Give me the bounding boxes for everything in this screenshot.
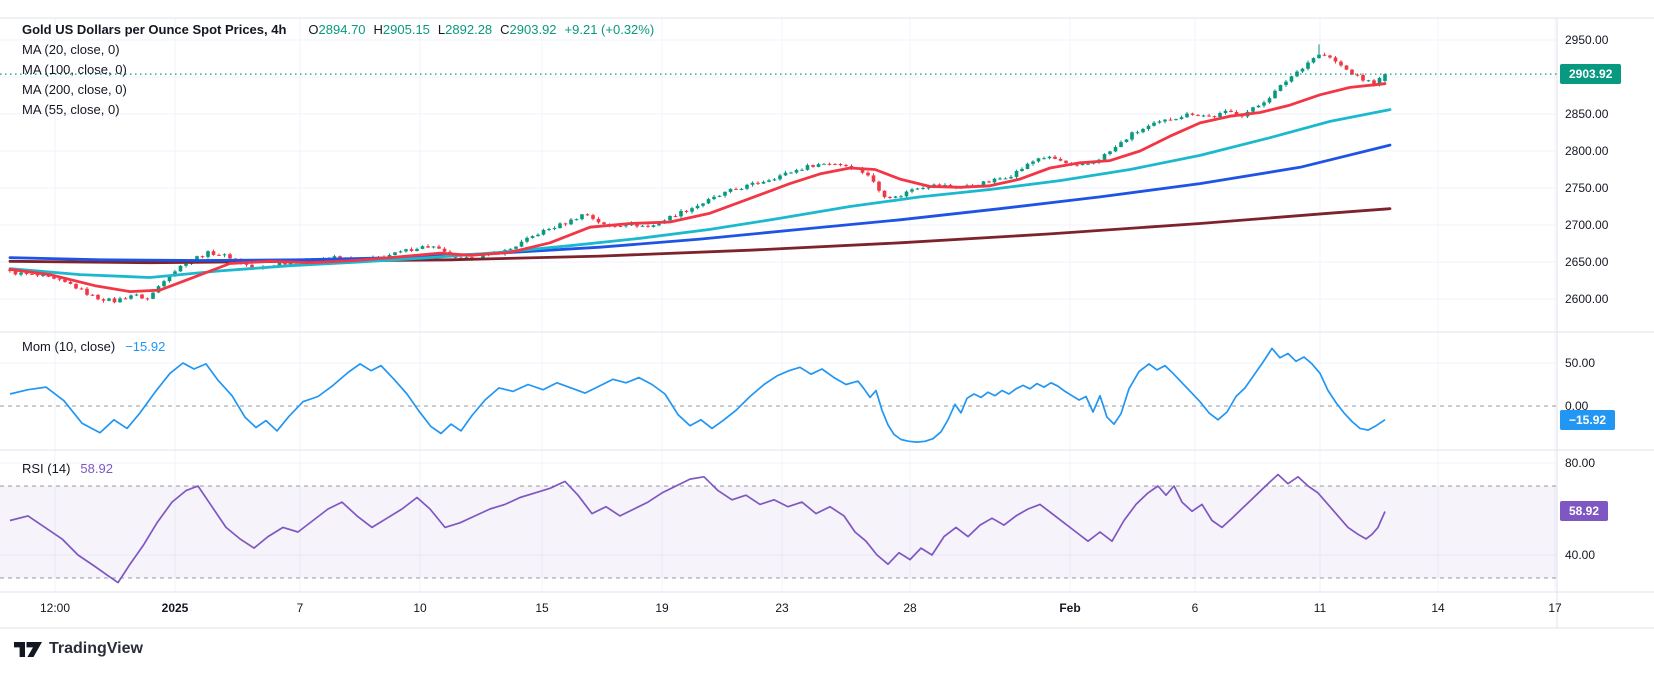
price-axis-label: 2600.00 bbox=[1565, 292, 1609, 306]
rsi-axis-label: 40.00 bbox=[1565, 548, 1596, 562]
momentum-value-badge: −15.92 bbox=[1560, 409, 1616, 430]
ma-20-legend[interactable]: MA (20, close, 0) bbox=[22, 42, 120, 57]
time-axis-label: 15 bbox=[535, 601, 549, 615]
price-axis-label: 2800.00 bbox=[1565, 144, 1609, 158]
price-axis-label: 2850.00 bbox=[1565, 107, 1609, 121]
change-value: +9.21 (+0.32%) bbox=[564, 22, 655, 37]
low-label: L bbox=[437, 22, 446, 37]
price-axis-label: 2950.00 bbox=[1565, 33, 1609, 47]
time-axis-label: 19 bbox=[655, 601, 669, 615]
rsi-label: RSI (14) bbox=[22, 461, 71, 476]
time-axis-label: 28 bbox=[903, 601, 917, 615]
close-value: 2903.92 bbox=[509, 22, 557, 37]
rsi-axis-label: 80.00 bbox=[1565, 456, 1596, 470]
low-value: 2892.28 bbox=[445, 22, 493, 37]
symbol-title[interactable]: Gold US Dollars per Ounce Spot Prices, 4… bbox=[22, 22, 287, 37]
momentum-axis-label: 50.00 bbox=[1565, 356, 1596, 370]
ma-100-legend[interactable]: MA (100, close, 0) bbox=[22, 62, 127, 77]
high-label: H bbox=[373, 22, 383, 37]
tradingview-logo-text: TradingView bbox=[49, 640, 143, 657]
ohlc-values: O2894.70 H2905.15 L2892.28 C2903.92 +9.21 (+… bbox=[300, 22, 654, 37]
time-axis-label: 23 bbox=[775, 601, 789, 615]
time-axis-label: Feb bbox=[1059, 601, 1081, 615]
tradingview-logo[interactable]: TradingView bbox=[14, 640, 143, 658]
momentum-label: Mom (10, close) bbox=[22, 339, 116, 354]
open-label: O bbox=[308, 22, 319, 37]
ma-55-legend[interactable]: MA (55, close, 0) bbox=[22, 102, 120, 117]
rsi-line[interactable] bbox=[9, 473, 1386, 584]
momentum-axis-label: 0.00 bbox=[1565, 399, 1589, 413]
momentum-legend[interactable]: Mom (10, close) −15.92 bbox=[22, 338, 165, 356]
tradingview-logo-icon bbox=[14, 641, 42, 657]
high-value: 2905.15 bbox=[382, 22, 430, 37]
time-axis-label: 7 bbox=[296, 601, 304, 615]
ma-55-line[interactable] bbox=[8, 108, 1392, 279]
price-axis-label: 2700.00 bbox=[1565, 218, 1609, 232]
ma-20-line[interactable] bbox=[8, 82, 1387, 293]
ma-100-line[interactable] bbox=[8, 143, 1392, 262]
momentum-line[interactable] bbox=[9, 347, 1386, 443]
time-axis-label: 2025 bbox=[161, 601, 189, 615]
rsi-value-badge: 58.92 bbox=[1560, 501, 1609, 522]
close-label: C bbox=[500, 22, 510, 37]
rsi-legend[interactable]: RSI (14) 58.92 bbox=[22, 460, 113, 478]
time-axis-label: 10 bbox=[413, 601, 427, 615]
momentum-value: −15.92 bbox=[125, 339, 166, 354]
time-axis-label: 6 bbox=[1191, 601, 1199, 615]
time-axis-label: 12:00 bbox=[39, 601, 71, 615]
price-axis-label: 2750.00 bbox=[1565, 181, 1609, 195]
rsi-value: 58.92 bbox=[80, 461, 113, 476]
ma-200-legend[interactable]: MA (200, close, 0) bbox=[22, 82, 127, 97]
time-axis-label: 17 bbox=[1548, 601, 1562, 615]
time-axis-label: 14 bbox=[1431, 601, 1445, 615]
price-axis-label: 2650.00 bbox=[1565, 255, 1609, 269]
last-price-badge: 2903.92 bbox=[1560, 64, 1622, 85]
symbol-legend-row[interactable]: Gold US Dollars per Ounce Spot Prices, 4… bbox=[22, 20, 654, 40]
time-axis-label: 11 bbox=[1313, 601, 1327, 615]
open-value: 2894.70 bbox=[318, 22, 366, 37]
main-legend[interactable]: Gold US Dollars per Ounce Spot Prices, 4… bbox=[22, 20, 654, 120]
